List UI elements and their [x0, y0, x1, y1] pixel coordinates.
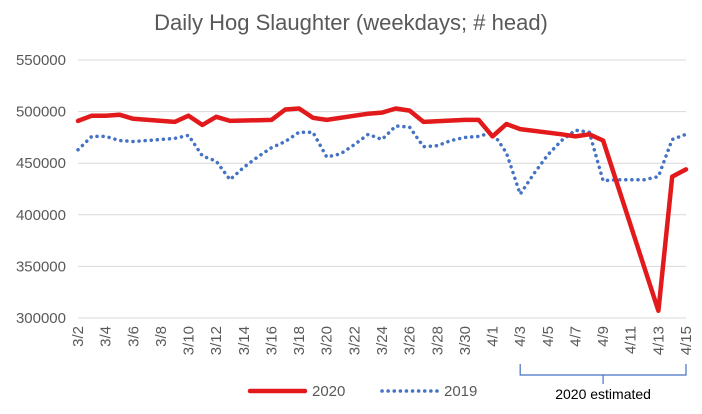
x-tick-label: 3/14 [236, 326, 253, 355]
y-tick-label: 550000 [16, 52, 66, 69]
annotation-label: 2020 estimated [555, 386, 651, 402]
x-tick-label: 4/3 [512, 326, 529, 347]
annotation-bracket: 2020 estimated [519, 364, 687, 402]
y-tick-label: 500000 [16, 104, 66, 121]
y-tick-label: 450000 [16, 155, 66, 172]
legend-label-2020: 2020 [312, 383, 345, 400]
x-tick-label: 3/8 [153, 326, 170, 347]
x-tick-label: 3/6 [125, 326, 142, 347]
y-tick-label: 350000 [16, 258, 66, 275]
x-tick-label: 4/11 [623, 326, 640, 354]
x-tick-label: 4/1 [485, 326, 502, 347]
series-line-2019 [76, 124, 688, 196]
chart-title: Daily Hog Slaughter (weekdays; # head) [154, 10, 548, 35]
x-tick-label: 3/10 [181, 326, 198, 355]
x-tick-label: 4/15 [678, 326, 695, 355]
x-tick-label: 3/2 [70, 326, 87, 347]
gridlines [78, 59, 686, 319]
x-tick-label: 3/22 [346, 326, 363, 355]
x-tick-label: 4/5 [540, 326, 557, 347]
y-axis-ticks: 550000 500000 450000 400000 350000 300000 [16, 52, 66, 327]
x-axis-ticks: 3/2 3/4 3/6 3/8 3/10 3/12 3/14 3/16 3/18 3/20 3/22… [70, 326, 695, 355]
x-tick-label: 3/24 [374, 326, 391, 355]
x-tick-label: 4/9 [595, 326, 612, 347]
x-tick-label: 4/7 [567, 326, 584, 347]
x-tick-label: 3/12 [208, 326, 225, 355]
y-tick-label: 300000 [16, 310, 66, 327]
x-tick-label: 3/20 [319, 326, 336, 355]
x-tick-label: 3/26 [402, 326, 419, 355]
x-tick-label: 3/30 [457, 326, 474, 355]
x-tick-label: 3/4 [98, 326, 115, 347]
legend-label-2019: 2019 [444, 383, 477, 400]
series-lines [75, 106, 689, 314]
y-tick-label: 400000 [16, 207, 66, 224]
annotation-bracket-line [519, 364, 687, 376]
legend: 2020 2019 [247, 383, 477, 400]
series-line-2020 [75, 106, 689, 314]
x-tick-label: 3/16 [263, 326, 280, 355]
x-tick-label: 3/28 [429, 326, 446, 355]
x-tick-label: 4/13 [650, 326, 667, 355]
x-tick-label: 3/18 [291, 326, 308, 355]
